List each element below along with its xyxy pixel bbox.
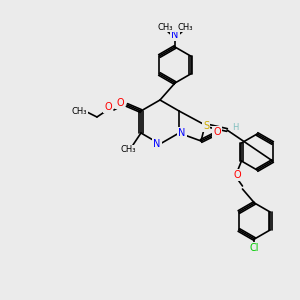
Text: O: O [104,102,112,112]
Text: N: N [153,139,161,149]
Text: CH₃: CH₃ [157,22,173,32]
Text: CH₃: CH₃ [177,22,193,32]
Text: O: O [234,170,241,180]
Text: O: O [116,98,124,108]
Text: Cl: Cl [250,243,259,253]
Text: H: H [232,122,238,131]
Text: CH₃: CH₃ [120,146,136,154]
Text: O: O [213,127,221,137]
Text: N: N [178,128,186,138]
Text: CH₃: CH₃ [71,106,87,116]
Text: N: N [171,30,179,40]
Text: S: S [203,121,209,131]
